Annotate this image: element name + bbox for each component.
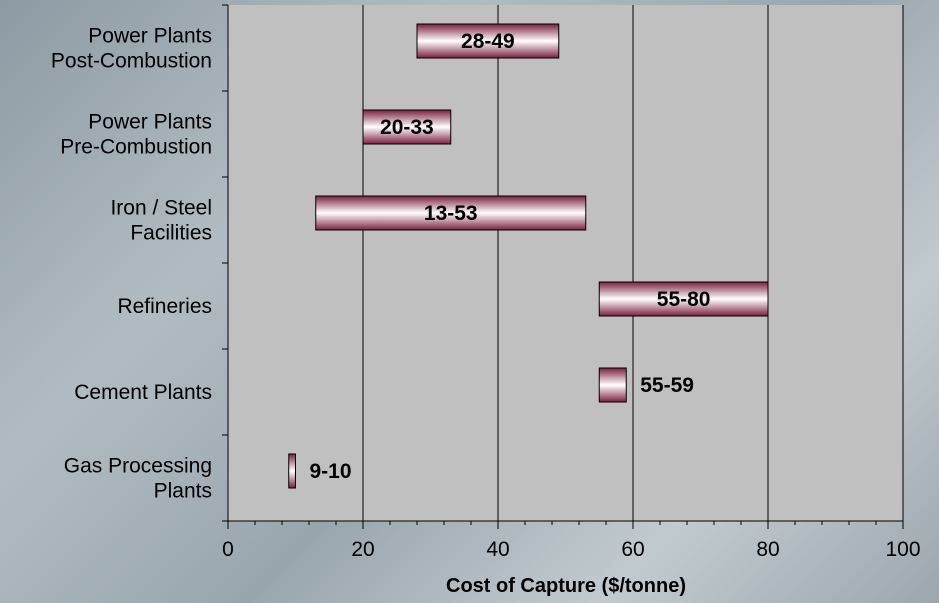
range-bar	[288, 453, 296, 489]
category-label: Cement Plants	[74, 381, 212, 404]
x-tick-label: 100	[885, 538, 920, 561]
category-label: Facilities	[130, 222, 212, 245]
x-tick-label: 20	[351, 538, 374, 561]
y-axis-ticks	[222, 4, 228, 522]
range-bar	[598, 281, 769, 317]
bar-value-label: 13-53	[424, 202, 478, 225]
bar-value-label: 55-59	[640, 374, 694, 397]
bars: 28-49 20-33 13-53 55-80 55-59 9-10	[288, 23, 769, 489]
plot-area	[228, 5, 903, 521]
category-label: Iron / Steel	[110, 197, 212, 220]
category-label: Refineries	[117, 295, 212, 318]
x-tick-label: 40	[486, 538, 509, 561]
category-label: Plants	[154, 480, 212, 503]
category-label: Power Plants	[88, 111, 212, 134]
x-tick-label: 80	[756, 538, 779, 561]
category-label: Power Plants	[88, 25, 212, 48]
range-bar	[362, 109, 452, 145]
category-label: Gas Processing	[64, 455, 212, 478]
range-bar	[598, 367, 627, 403]
category-label: Post-Combustion	[51, 50, 212, 73]
bar-value-label: 9-10	[310, 460, 352, 483]
bar-value-label: 20-33	[380, 116, 434, 139]
range-bar	[315, 195, 587, 231]
range-bar	[416, 23, 560, 59]
x-axis-title: Cost of Capture ($/tonne)	[446, 575, 686, 597]
bar-value-label: 28-49	[461, 30, 515, 53]
bar-value-label: 55-80	[657, 288, 711, 311]
grid-lines	[362, 5, 904, 521]
category-label: Pre-Combustion	[60, 136, 212, 159]
x-tick-label: 0	[222, 538, 234, 561]
x-tick-label: 60	[621, 538, 644, 561]
x-axis-ticks: 0 20 40 60 80 100	[222, 521, 921, 561]
